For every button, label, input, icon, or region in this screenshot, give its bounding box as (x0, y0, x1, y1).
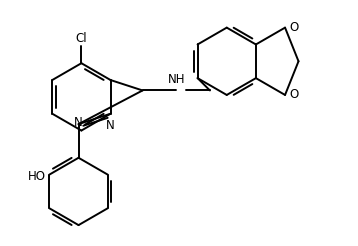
Text: NH: NH (168, 73, 185, 86)
Text: N: N (74, 116, 83, 129)
Text: O: O (289, 89, 298, 101)
Text: HO: HO (28, 170, 46, 183)
Text: N: N (106, 119, 115, 132)
Text: Cl: Cl (76, 32, 87, 45)
Text: O: O (289, 21, 298, 34)
